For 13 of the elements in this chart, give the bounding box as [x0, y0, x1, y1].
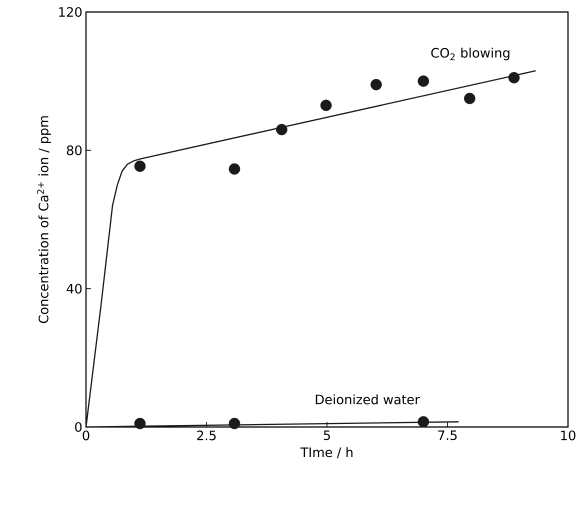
series-label: Deionized water: [316, 394, 420, 404]
series-label: CO$_{2}$ blowing: [431, 48, 510, 60]
y-axis-title: Concentration of Ca$^{2+}$ ion / ppm: [37, 116, 51, 324]
y-tick-label: 40: [66, 284, 82, 294]
x-axis-title: TIme / h: [300, 447, 352, 458]
x-tick-label: 2.5: [197, 430, 216, 440]
x-tick-label: 0: [82, 430, 90, 440]
x-tick-label: 5: [324, 430, 330, 440]
y-tick-label: 0: [75, 422, 82, 432]
x-tick-label: 7.5: [438, 430, 457, 440]
x-tick-label: 10: [561, 430, 576, 440]
y-tick-label: 80: [66, 145, 82, 156]
y-tick-label: 120: [59, 7, 82, 17]
